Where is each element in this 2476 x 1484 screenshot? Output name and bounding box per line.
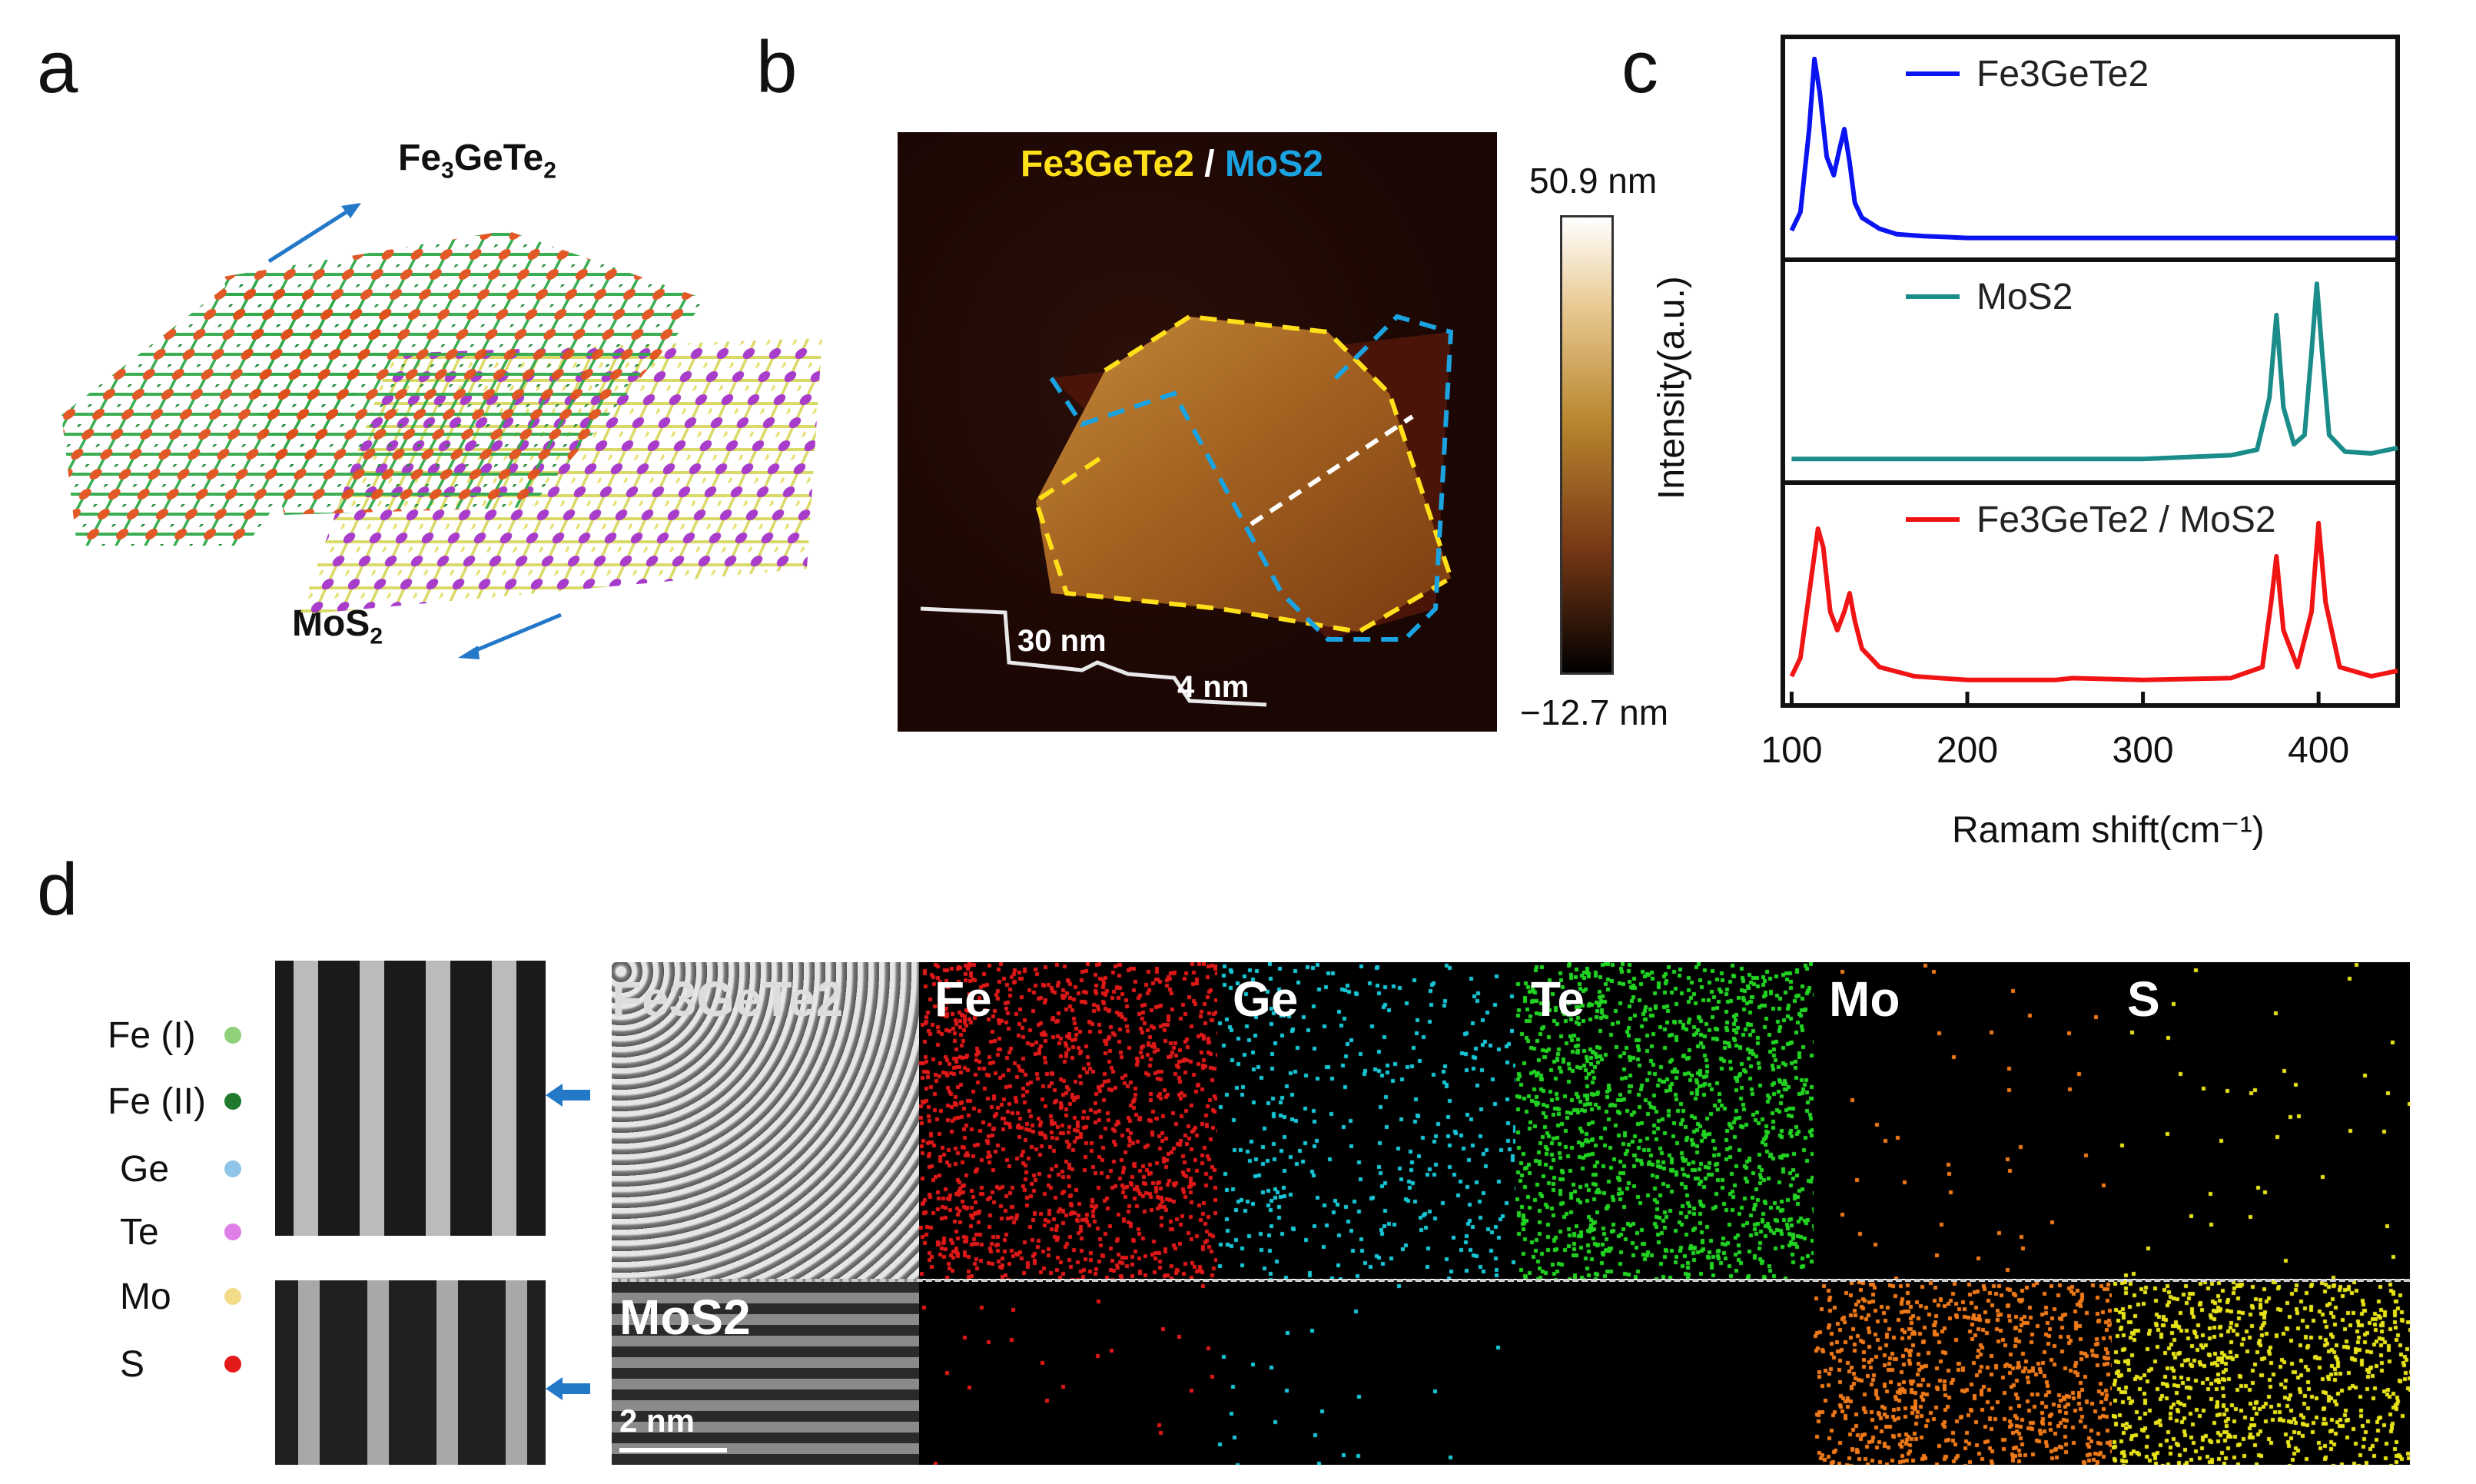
fgt-outline (1033, 314, 1454, 635)
eds-map-s-bottom (2112, 1280, 2410, 1465)
legend-label-fe-i: Fe (I) (108, 1015, 196, 1056)
raman-legend-label-1: Fe3GeTe2 (1976, 54, 2149, 95)
arrow-left-icon-2 (546, 1377, 590, 1400)
raman-xtick-label-1: 100 (1761, 730, 1822, 771)
fgt-flake (1036, 317, 1451, 632)
legend-label-te: Te (120, 1212, 159, 1253)
profile-line (1250, 414, 1414, 526)
label-fgt-layer: Fe3GeTe2 (398, 138, 556, 184)
eds-map-te-bottom (1515, 1280, 1814, 1465)
raman-frame-3 (1781, 480, 2400, 708)
step-label-low: 4 nm (1177, 670, 1250, 704)
arrow-left-icon-1 (546, 1084, 590, 1107)
legend-label-mo: Mo (120, 1277, 171, 1317)
afm-image: Fe3GeTe2 / MoS2 30 nm 4 nm (898, 132, 1497, 732)
stem-haadf: Fe3GeTe2 MoS2 2 nm (612, 962, 919, 1465)
legend-label-ge: Ge (120, 1149, 170, 1190)
legend-dot-5 (224, 1288, 241, 1305)
stem-mos-crop (275, 1280, 546, 1465)
eds-map-label-fe: Fe (934, 971, 992, 1027)
raman-frame-2 (1781, 257, 2400, 485)
eds-map-label-s: S (2127, 971, 2160, 1027)
raman-legend-label-3: Fe3GeTe2 / MoS2 (1976, 500, 2276, 540)
legend-label-fe-ii: Fe (II) (108, 1081, 206, 1122)
step-label-high: 30 nm (1017, 624, 1107, 658)
eds-map-mo-top (1814, 962, 2112, 1279)
height-profile (920, 606, 1267, 707)
afm-title: Fe3GeTe2 / MoS2 (1021, 144, 1323, 184)
eds-map-ge-top (1217, 962, 1515, 1279)
raman-chart: Fe3GeTe2 MoS2 Fe3GeTe2 / MoS2 100 200 300 400 (1761, 35, 2400, 771)
eds-map-te-top (1515, 962, 1814, 1279)
eds-map-mo-bottom (1814, 1280, 2112, 1465)
haadf-label-fgt: Fe3GeTe2 (612, 971, 844, 1027)
arrow-up-icon (267, 205, 355, 264)
panel-letter-b: b (756, 26, 798, 108)
raman-ylabel: Intensity(a.u.) (1651, 276, 1692, 500)
eds-map-fe-bottom (919, 1280, 1217, 1465)
haadf-label-mos: MoS2 (619, 1290, 751, 1345)
legend-dot-6 (224, 1356, 241, 1373)
label-mos-layer: MoS2 (292, 603, 383, 649)
panel-letter-d: d (37, 848, 78, 931)
eds-map-label-mo: Mo (1829, 971, 1900, 1027)
eds-map-fe-top (919, 962, 1217, 1279)
raman-series-1 (1789, 56, 2398, 241)
raman-legend-label-2: MoS2 (1976, 277, 2073, 317)
raman-xtick-label-2: 200 (1937, 730, 1998, 771)
eds-map-ge-bottom (1217, 1280, 1515, 1465)
raman-xtick-label-4: 400 (2288, 730, 2349, 771)
raman-series-3 (1789, 520, 2398, 682)
lattice-illustration (61, 203, 822, 659)
raman-xtick-label-3: 300 (2113, 730, 2174, 771)
raman-xlabel: Ramam shift(cm⁻¹) (1952, 810, 2265, 851)
panel-letter-a: a (37, 26, 78, 108)
legend-dot-4 (224, 1223, 241, 1240)
legend-dot-1 (224, 1027, 241, 1044)
mos-outline (1049, 314, 1454, 642)
eds-map-label-te: Te (1531, 971, 1585, 1027)
interface-line (612, 1279, 2410, 1282)
arrow-down-icon (468, 613, 562, 656)
legend-dot-2 (224, 1093, 241, 1110)
eds-map-s-top (2112, 962, 2410, 1279)
legend-label-s: S (120, 1344, 145, 1385)
raman-series-2 (1791, 281, 2398, 462)
legend-dot-3 (224, 1160, 241, 1177)
scale-bar-label: 2 nm (619, 1403, 695, 1439)
afm-colorbar (1560, 215, 1614, 675)
colorbar-min: −12.7 nm (1520, 692, 1669, 732)
fgt-lattice-right (223, 231, 707, 515)
panel-letter-c: c (1621, 26, 1658, 108)
stem-fgt-crop (275, 961, 546, 1236)
eds-map-label-ge: Ge (1233, 971, 1299, 1027)
scale-bar (619, 1448, 727, 1452)
colorbar-max: 50.9 nm (1529, 161, 1658, 201)
